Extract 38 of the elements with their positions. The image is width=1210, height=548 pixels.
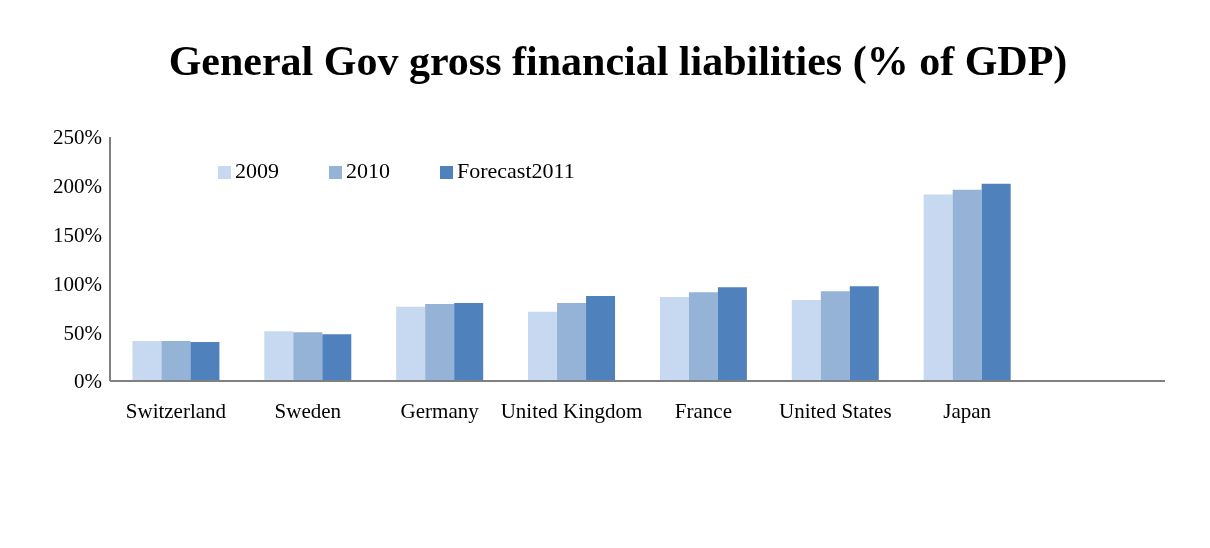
y-tick-label: 50% [63, 320, 102, 345]
x-tick-label: Switzerland [125, 398, 227, 423]
x-tick-label: United Kingdom [500, 398, 643, 423]
bar [688, 292, 718, 381]
y-tick-label: 100% [53, 271, 102, 296]
x-tick-label: United States [779, 398, 892, 423]
bar [557, 302, 587, 381]
bar [161, 340, 191, 381]
bar [981, 183, 1011, 381]
bar [396, 306, 426, 381]
bar [717, 287, 747, 381]
bar [322, 334, 352, 381]
bar [791, 299, 821, 381]
bar [528, 311, 558, 381]
bar [659, 297, 689, 381]
bar [952, 189, 982, 381]
bar [849, 286, 879, 381]
bar [132, 340, 162, 381]
y-tick-label: 0% [74, 369, 102, 394]
x-tick-label: Germany [400, 398, 480, 423]
x-tick-label: Sweden [274, 398, 342, 423]
bar [454, 302, 484, 381]
y-tick-label: 200% [53, 174, 102, 199]
bar [264, 331, 294, 381]
bar [923, 194, 953, 381]
bar [586, 296, 616, 381]
bar [293, 332, 323, 381]
bar [425, 303, 455, 381]
legend-label: 2010 [346, 158, 390, 183]
x-tick-label: Japan [943, 398, 992, 423]
x-tick-label: France [674, 398, 733, 423]
legend-label: Forecast2011 [457, 158, 575, 183]
y-tick-label: 250% [53, 125, 102, 150]
bar [190, 341, 220, 381]
bar [820, 291, 850, 381]
legend-label: 2009 [235, 158, 279, 183]
chart-title: General Gov gross financial liabilities (% of GDP) [167, 37, 1069, 86]
y-tick-label: 150% [53, 223, 102, 248]
